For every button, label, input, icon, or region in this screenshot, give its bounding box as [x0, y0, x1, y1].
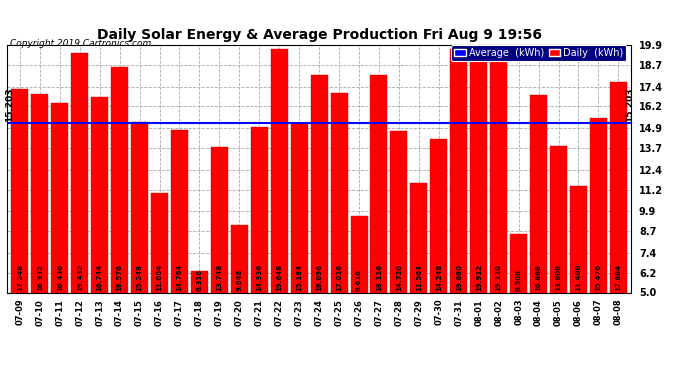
Bar	[131, 122, 148, 292]
Text: 13.808: 13.808	[555, 264, 562, 291]
Text: 18.576: 18.576	[117, 264, 123, 291]
Bar	[451, 49, 467, 292]
Text: 14.248: 14.248	[436, 264, 442, 291]
Text: 15.203: 15.203	[6, 88, 14, 122]
Text: Copyright 2019 Cartronics.com: Copyright 2019 Cartronics.com	[10, 39, 152, 48]
Title: Daily Solar Energy & Average Production Fri Aug 9 19:56: Daily Solar Energy & Average Production …	[97, 28, 542, 42]
Text: 16.744: 16.744	[97, 264, 103, 291]
Text: 9.048: 9.048	[236, 269, 242, 291]
Bar	[71, 53, 88, 292]
Bar	[111, 67, 128, 292]
Bar	[31, 94, 48, 292]
Text: 19.912: 19.912	[475, 264, 482, 291]
Bar	[331, 93, 348, 292]
Text: 13.748: 13.748	[217, 264, 222, 291]
Bar	[91, 98, 108, 292]
Text: 17.248: 17.248	[17, 264, 23, 291]
Text: 17.684: 17.684	[615, 264, 622, 291]
Bar	[530, 95, 547, 292]
Text: 11.004: 11.004	[157, 264, 163, 291]
Bar	[250, 128, 268, 292]
Bar	[550, 146, 567, 292]
Bar	[351, 216, 368, 292]
Text: 19.432: 19.432	[77, 264, 83, 291]
Text: 15.203: 15.203	[625, 88, 634, 122]
Bar	[151, 193, 168, 292]
Bar	[391, 131, 407, 292]
Text: 17.016: 17.016	[336, 264, 342, 291]
Bar	[12, 89, 28, 292]
Text: 16.436: 16.436	[57, 264, 63, 291]
Bar	[510, 234, 527, 292]
Text: 15.248: 15.248	[137, 264, 143, 291]
Bar	[211, 147, 228, 292]
Text: 8.508: 8.508	[515, 269, 522, 291]
Text: 15.184: 15.184	[296, 264, 302, 291]
Bar	[371, 75, 388, 292]
Text: 6.316: 6.316	[197, 269, 202, 291]
Bar	[290, 123, 308, 292]
Text: 14.936: 14.936	[256, 264, 262, 291]
Legend: Average  (kWh), Daily  (kWh): Average (kWh), Daily (kWh)	[451, 45, 627, 61]
Bar	[570, 186, 587, 292]
Bar	[590, 118, 607, 292]
Text: 16.932: 16.932	[37, 264, 43, 291]
Bar	[310, 75, 328, 292]
Text: 18.096: 18.096	[316, 264, 322, 291]
Bar	[471, 45, 487, 292]
Text: 11.564: 11.564	[416, 264, 422, 291]
Text: 18.116: 18.116	[376, 264, 382, 291]
Bar	[270, 49, 288, 292]
Bar	[411, 183, 427, 292]
Text: 14.720: 14.720	[396, 264, 402, 291]
Bar	[51, 102, 68, 292]
Text: 19.648: 19.648	[276, 264, 282, 291]
Text: 9.616: 9.616	[356, 269, 362, 291]
Text: 19.120: 19.120	[495, 264, 502, 291]
Text: 16.868: 16.868	[535, 264, 542, 291]
Bar	[191, 271, 208, 292]
Bar	[490, 58, 507, 292]
Text: 14.764: 14.764	[177, 264, 182, 291]
Text: 19.680: 19.680	[456, 264, 462, 291]
Bar	[231, 225, 248, 292]
Bar	[610, 82, 627, 292]
Text: 11.408: 11.408	[575, 264, 582, 291]
Bar	[431, 139, 447, 292]
Text: 15.476: 15.476	[595, 264, 602, 291]
Bar	[171, 130, 188, 292]
